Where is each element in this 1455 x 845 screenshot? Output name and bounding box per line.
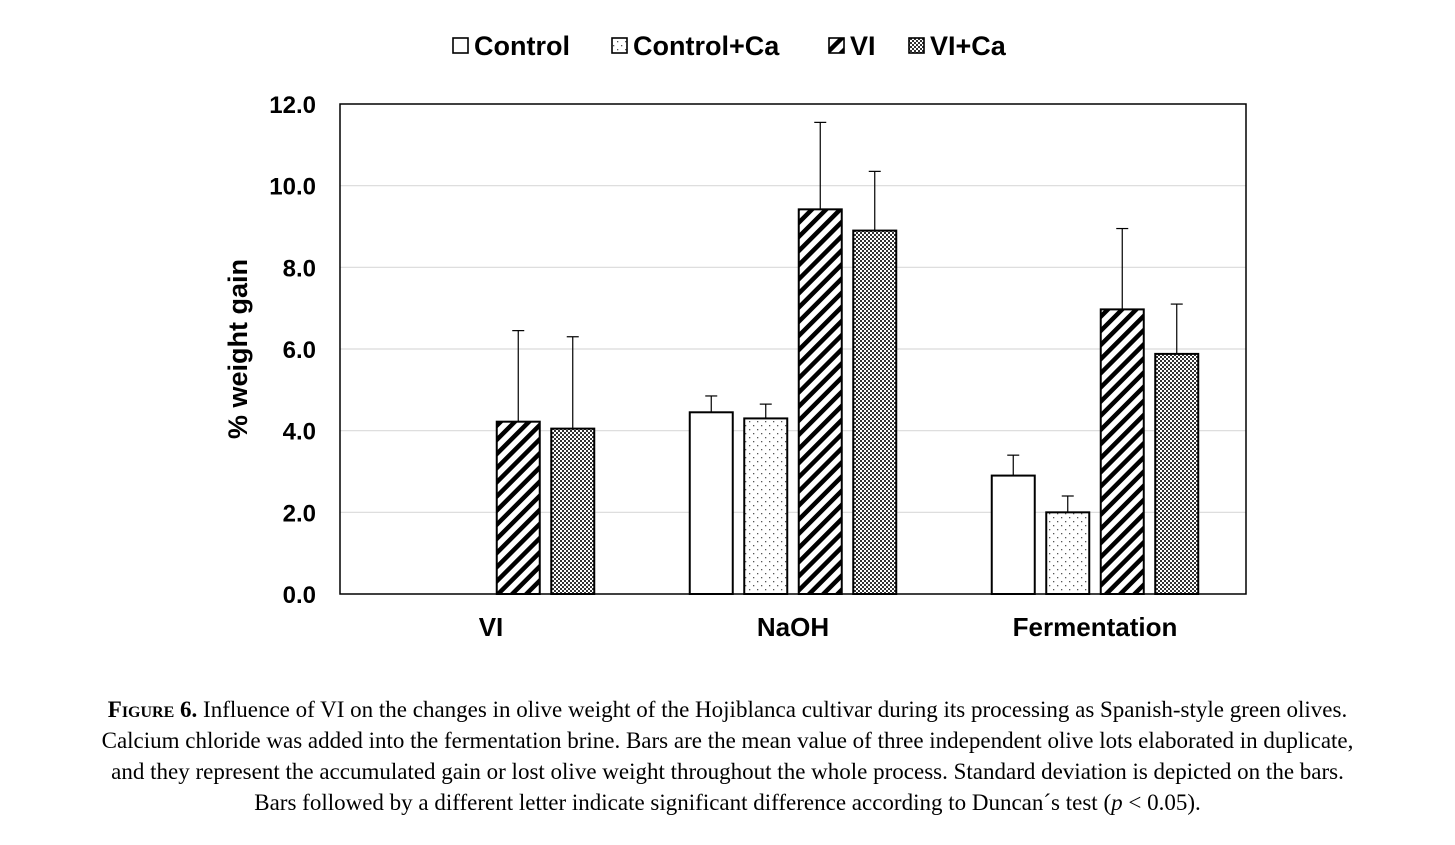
plot-frame (339, 103, 1247, 595)
legend-label: VI+Ca (930, 31, 1007, 61)
caption-line-2: Calcium chloride was added into the ferm… (101, 728, 1354, 753)
bar (1045, 511, 1091, 595)
legend-label: Control+Ca (633, 31, 780, 61)
legend-swatch (828, 37, 845, 54)
legend-item: Control (452, 31, 570, 61)
error-bar (1170, 303, 1183, 354)
caption-line-3: and they represent the accumulated gain … (111, 759, 1344, 784)
bar (688, 411, 734, 595)
y-tick-label: 10.0 (269, 174, 316, 201)
bar (990, 474, 1036, 596)
caption-line-1: Figure 6. Influence of VI on the changes… (10, 694, 1445, 725)
caption-text-4b: < 0.05). (1122, 790, 1201, 815)
bar (797, 208, 843, 595)
legend-item: VI+Ca (908, 31, 1007, 61)
legend-swatch (611, 37, 628, 54)
error-bar (759, 403, 772, 419)
bar-chart: Control Control+Ca VI VI+Ca 0.0 2.0 4.0 6.0 8.0… (223, 31, 1247, 642)
error-bar (814, 121, 827, 210)
legend: Control Control+Ca VI VI+Ca (452, 31, 1007, 61)
y-tick-label: 8.0 (283, 255, 316, 282)
bar (852, 229, 898, 595)
y-tick-label: 2.0 (283, 500, 316, 527)
x-category-label: VI (479, 612, 504, 642)
caption-text-1: Influence of VI on the changes in olive … (203, 697, 1348, 722)
caption-text-4a: Bars followed by a different letter indi… (254, 790, 1112, 815)
gridlines (340, 185, 1246, 513)
y-tick-label: 0.0 (283, 582, 316, 609)
bar (1154, 352, 1200, 595)
error-bar (566, 336, 579, 429)
error-bar (1116, 227, 1129, 310)
legend-swatch (452, 37, 469, 54)
bar (1099, 308, 1145, 595)
caption-p-symbol: p (1111, 790, 1123, 815)
error-bar (1007, 454, 1020, 476)
error-bar (512, 330, 525, 422)
error-bars (512, 121, 1183, 513)
x-category-label: NaOH (757, 612, 829, 642)
caption-line-4: Bars followed by a different letter indi… (10, 787, 1445, 818)
legend-item: Control+Ca (611, 31, 780, 61)
bar (495, 420, 541, 595)
y-axis-label: % weight gain (223, 259, 253, 439)
legend-label: Control (474, 31, 570, 61)
bar (743, 417, 789, 595)
error-bar (1061, 495, 1074, 513)
y-tick-label: 12.0 (269, 92, 316, 119)
bar (550, 427, 596, 595)
x-axis-categories: VI NaOH Fermentation (479, 612, 1178, 642)
x-category-label: Fermentation (1013, 612, 1178, 642)
legend-swatch (908, 37, 925, 54)
error-bar (868, 170, 881, 231)
y-axis-ticks: 0.0 2.0 4.0 6.0 8.0 10.0 12.0 (269, 92, 316, 609)
error-bar (705, 395, 718, 413)
y-tick-label: 4.0 (283, 419, 316, 446)
figure-label: Figure 6. (107, 697, 198, 722)
legend-label: VI (850, 31, 876, 61)
legend-item: VI (828, 31, 876, 61)
figure-caption: Figure 6. Influence of VI on the changes… (10, 694, 1445, 818)
y-tick-label: 6.0 (283, 337, 316, 364)
bars (495, 208, 1200, 596)
